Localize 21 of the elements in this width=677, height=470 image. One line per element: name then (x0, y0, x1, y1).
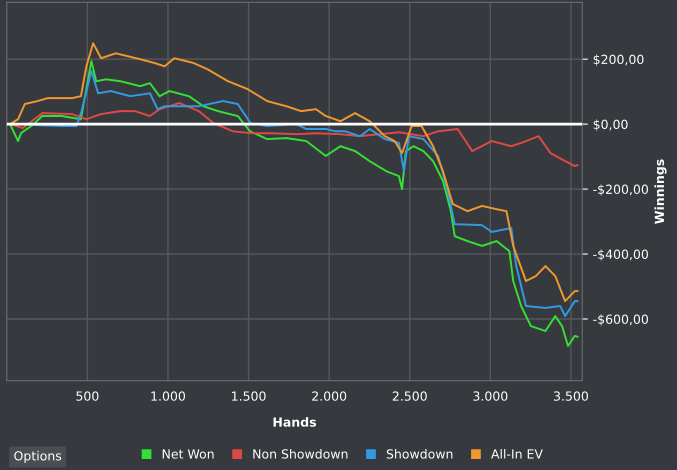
x-tick-label: 500 (76, 391, 98, 401)
x-tick-label: 1.500 (232, 391, 266, 401)
legend-label: Non Showdown (253, 449, 348, 459)
line-series (9, 42, 579, 302)
legend-label: Showdown (386, 449, 452, 459)
x-tick-label: 2.500 (392, 391, 427, 401)
x-tick-label: 2.000 (312, 391, 346, 401)
y-tick-label: $0,00 (594, 119, 628, 131)
legend-label: All-In EV (491, 449, 543, 458)
y-tick-label: -$400,00 (593, 249, 648, 261)
x-tick-label: 3.500 (554, 391, 588, 401)
y-tick-label: -$600,00 (593, 314, 648, 326)
x-tick-label: 3.000 (473, 391, 508, 401)
legend-label: Net Won (162, 449, 214, 459)
y-axis-title: Winnings (654, 159, 667, 224)
x-tick-label: 1.000 (151, 391, 186, 401)
line-series (9, 102, 579, 168)
y-tick-label: -$200,00 (593, 184, 648, 196)
x-axis-title: Hands (274, 417, 316, 427)
text: Options (14, 450, 62, 463)
y-tick-label: $200,00 (594, 54, 644, 66)
